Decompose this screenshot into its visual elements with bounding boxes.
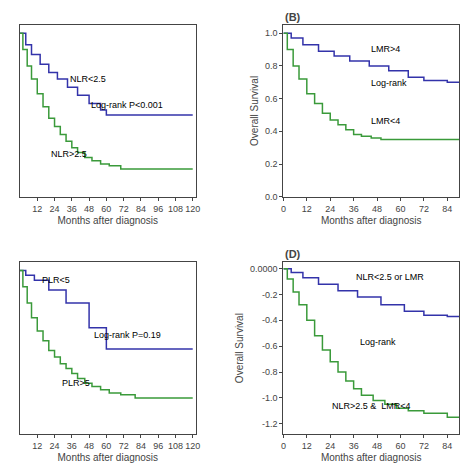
svg-text:(D): (D) — [285, 248, 301, 260]
svg-text:36: 36 — [349, 204, 359, 214]
svg-text:48: 48 — [84, 204, 94, 214]
svg-text:Months after diagnosis: Months after diagnosis — [57, 452, 158, 463]
svg-text:72: 72 — [119, 441, 129, 451]
svg-text:-1.0: -1.0 — [262, 393, 278, 403]
svg-text:-0.6: -0.6 — [262, 341, 278, 351]
svg-text:NLR>2.5: NLR>2.5 — [51, 149, 87, 159]
svg-text:Overall Survival: Overall Survival — [249, 76, 260, 146]
svg-text:12: 12 — [32, 441, 42, 451]
svg-text:96: 96 — [153, 441, 163, 451]
svg-text:24: 24 — [50, 441, 60, 451]
svg-text:0.8: 0.8 — [265, 61, 278, 71]
svg-text:108: 108 — [168, 441, 183, 451]
svg-text:Months after diagnosis: Months after diagnosis — [57, 215, 158, 226]
svg-text:84: 84 — [442, 441, 452, 451]
svg-text:0: 0 — [281, 441, 286, 451]
svg-text:Log-rank: Log-rank — [371, 78, 407, 88]
svg-text:12: 12 — [32, 204, 42, 214]
svg-text:PLR<5: PLR<5 — [42, 275, 70, 285]
svg-text:72: 72 — [119, 204, 129, 214]
svg-text:36: 36 — [67, 441, 77, 451]
svg-text:60: 60 — [395, 441, 405, 451]
svg-text:0.2: 0.2 — [265, 159, 278, 169]
svg-text:0.6: 0.6 — [265, 94, 278, 104]
svg-text:Log-rank P=0.19: Log-rank P=0.19 — [94, 330, 161, 340]
svg-text:0: 0 — [281, 204, 286, 214]
svg-text:36: 36 — [67, 204, 77, 214]
svg-text:PLR>5: PLR>5 — [62, 378, 90, 388]
svg-text:36: 36 — [349, 441, 359, 451]
svg-text:-0.8: -0.8 — [262, 367, 278, 377]
svg-text:72: 72 — [419, 204, 429, 214]
svg-text:-0.4: -0.4 — [262, 315, 278, 325]
svg-text:0.0000: 0.0000 — [250, 264, 278, 274]
svg-text:120: 120 — [185, 441, 200, 451]
svg-text:48: 48 — [372, 204, 382, 214]
svg-text:Months after diagnosis: Months after diagnosis — [321, 452, 422, 463]
svg-text:60: 60 — [101, 441, 111, 451]
svg-text:24: 24 — [325, 441, 335, 451]
svg-text:24: 24 — [325, 204, 335, 214]
svg-text:-1.2: -1.2 — [262, 419, 278, 429]
svg-text:Log-rank: Log-rank — [360, 337, 396, 347]
svg-text:120: 120 — [185, 204, 200, 214]
svg-text:84: 84 — [136, 441, 146, 451]
svg-text:96: 96 — [153, 204, 163, 214]
svg-text:84: 84 — [442, 204, 452, 214]
svg-text:84: 84 — [136, 204, 146, 214]
svg-text:72: 72 — [419, 441, 429, 451]
svg-text:Overall Survival: Overall Survival — [234, 313, 245, 383]
svg-text:NLR>2.5 & LMR<4: NLR>2.5 & LMR<4 — [332, 401, 411, 411]
svg-text:12: 12 — [302, 204, 312, 214]
svg-text:LMR<4: LMR<4 — [371, 116, 400, 126]
svg-text:12: 12 — [302, 441, 312, 451]
svg-text:60: 60 — [395, 204, 405, 214]
svg-text:1.0: 1.0 — [265, 28, 278, 38]
svg-text:48: 48 — [84, 441, 94, 451]
svg-text:NLR<2.5 or LMR: NLR<2.5 or LMR — [356, 272, 424, 282]
svg-text:Log-rank P<0.001: Log-rank P<0.001 — [91, 100, 163, 110]
svg-text:60: 60 — [101, 204, 111, 214]
svg-text:Months after diagnosis: Months after diagnosis — [321, 215, 422, 226]
svg-text:LMR>4: LMR>4 — [371, 44, 400, 54]
svg-text:-0.2: -0.2 — [262, 290, 278, 300]
svg-text:(B): (B) — [285, 11, 301, 23]
svg-text:108: 108 — [168, 204, 183, 214]
svg-text:0.4: 0.4 — [265, 126, 278, 136]
svg-text:NLR<2.5: NLR<2.5 — [70, 74, 106, 84]
svg-text:24: 24 — [50, 204, 60, 214]
svg-text:48: 48 — [372, 441, 382, 451]
svg-text:0.0: 0.0 — [265, 192, 278, 202]
